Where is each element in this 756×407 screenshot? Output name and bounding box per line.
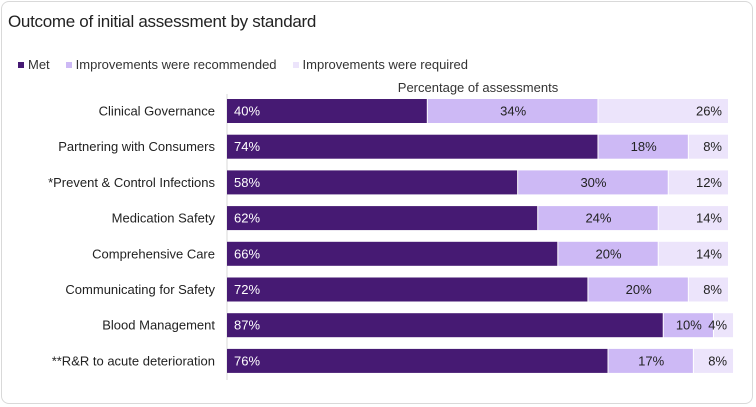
data-label: 34% <box>500 104 526 119</box>
bar-segment <box>518 170 668 195</box>
data-label: 17% <box>638 353 664 368</box>
legend-swatch <box>65 61 72 68</box>
category-label: *Prevent & Control Infections <box>48 175 215 190</box>
legend-label: Improvements were recommended <box>75 57 277 72</box>
data-label: 30% <box>580 175 606 190</box>
bar-segment <box>538 206 658 231</box>
data-label: 14% <box>696 246 722 261</box>
legend-label: Improvements were required <box>302 57 468 72</box>
bar-segment <box>688 277 728 302</box>
legend-item-met: Met <box>18 57 50 72</box>
data-label: 66% <box>234 246 260 261</box>
bar-segment <box>658 206 728 231</box>
bar-segment <box>598 99 728 123</box>
bar-segment <box>658 241 728 266</box>
bar-segment <box>227 241 558 266</box>
bar-segment <box>427 99 598 123</box>
legend-swatch <box>18 61 24 68</box>
bar-segment <box>668 170 728 195</box>
data-label: 24% <box>585 211 611 226</box>
data-label: 26% <box>696 104 722 119</box>
bar-segment <box>227 277 588 302</box>
bar-segment <box>227 313 663 338</box>
data-label: 14% <box>696 211 722 226</box>
data-label: 8% <box>703 282 722 297</box>
legend: Met Improvements were recommended Improv… <box>18 57 484 72</box>
chart-title: Outcome of initial assessment by standar… <box>8 12 317 31</box>
data-label: 8% <box>703 139 722 154</box>
data-label: 20% <box>596 246 622 261</box>
category-label: Communicating for Safety <box>65 282 215 297</box>
data-label: 74% <box>234 139 260 154</box>
data-label: 72% <box>234 282 260 297</box>
bar-segment <box>608 348 693 373</box>
bar-segment <box>227 348 608 373</box>
data-label: 76% <box>234 353 260 368</box>
bar-segment <box>227 134 598 159</box>
data-label: 4% <box>708 318 727 333</box>
data-label: 8% <box>708 353 727 368</box>
category-label: Medication Safety <box>112 211 216 226</box>
category-label: Partnering with Consumers <box>58 139 215 154</box>
bar-segment <box>588 277 688 302</box>
category-label: Blood Management <box>102 318 215 333</box>
bar-segment <box>558 241 658 266</box>
bar-segment <box>688 134 728 159</box>
bar-segment <box>227 206 538 231</box>
bar-segment <box>227 99 427 123</box>
data-label: 18% <box>631 139 657 154</box>
data-label: 20% <box>626 282 652 297</box>
data-label: 40% <box>234 104 260 119</box>
data-label: 10% <box>676 318 702 333</box>
bar-segment <box>693 348 734 373</box>
legend-swatch <box>292 61 299 68</box>
bar-segment <box>713 313 734 338</box>
data-label: 12% <box>696 175 722 190</box>
bar-segment <box>598 134 688 159</box>
data-label: 87% <box>234 318 260 333</box>
category-label: **R&R to acute deterioration <box>52 353 215 368</box>
bar-segment <box>663 313 713 338</box>
x-axis-title: Percentage of assessments <box>397 80 559 95</box>
bar-segment <box>227 170 518 195</box>
category-label: Clinical Governance <box>99 104 215 119</box>
data-label: 58% <box>234 175 260 190</box>
legend-item-required: Improvements were required <box>292 57 468 72</box>
legend-label: Met <box>28 57 50 72</box>
category-label: Comprehensive Care <box>92 246 215 261</box>
legend-item-recommended: Improvements were recommended <box>65 57 277 72</box>
data-label: 62% <box>234 211 260 226</box>
